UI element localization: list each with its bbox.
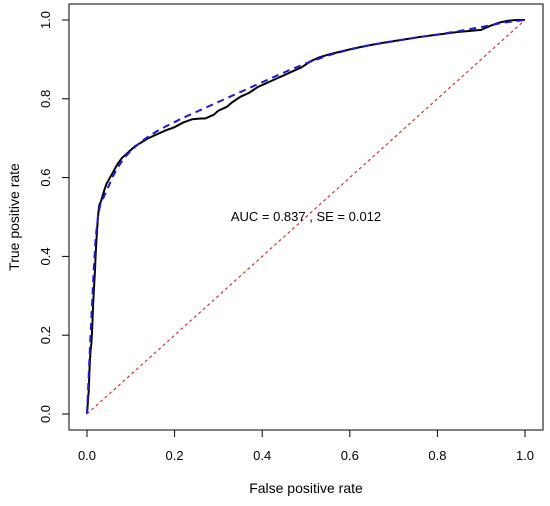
annotation-text: AUC = 0.837 , SE = 0.012 bbox=[231, 209, 381, 224]
x-tick-label: 1.0 bbox=[516, 448, 534, 463]
y-axis-title: True positive rate bbox=[6, 163, 22, 271]
y-tick-label: 1.0 bbox=[38, 11, 53, 29]
roc-curve-dashed bbox=[86, 19, 526, 415]
y-axis: 0.0 0.2 0.4 0.6 0.8 1.0 bbox=[38, 11, 70, 423]
y-tick-label: 0.8 bbox=[38, 90, 53, 108]
series-layer bbox=[86, 19, 526, 415]
y-tick-label: 0.0 bbox=[38, 405, 53, 423]
x-tick-label: 0.4 bbox=[253, 448, 271, 463]
x-axis: 0.0 0.2 0.4 0.6 0.8 1.0 bbox=[78, 429, 534, 463]
y-tick-label: 0.6 bbox=[38, 169, 53, 187]
y-tick-label: 0.2 bbox=[38, 326, 53, 344]
x-tick-label: 0.2 bbox=[166, 448, 184, 463]
x-tick-label: 0.8 bbox=[428, 448, 446, 463]
x-axis-title: False positive rate bbox=[249, 480, 363, 496]
y-tick-label: 0.4 bbox=[38, 247, 53, 265]
x-tick-label: 0.0 bbox=[78, 448, 96, 463]
x-tick-label: 0.6 bbox=[341, 448, 359, 463]
chance-diagonal-line bbox=[86, 19, 526, 415]
